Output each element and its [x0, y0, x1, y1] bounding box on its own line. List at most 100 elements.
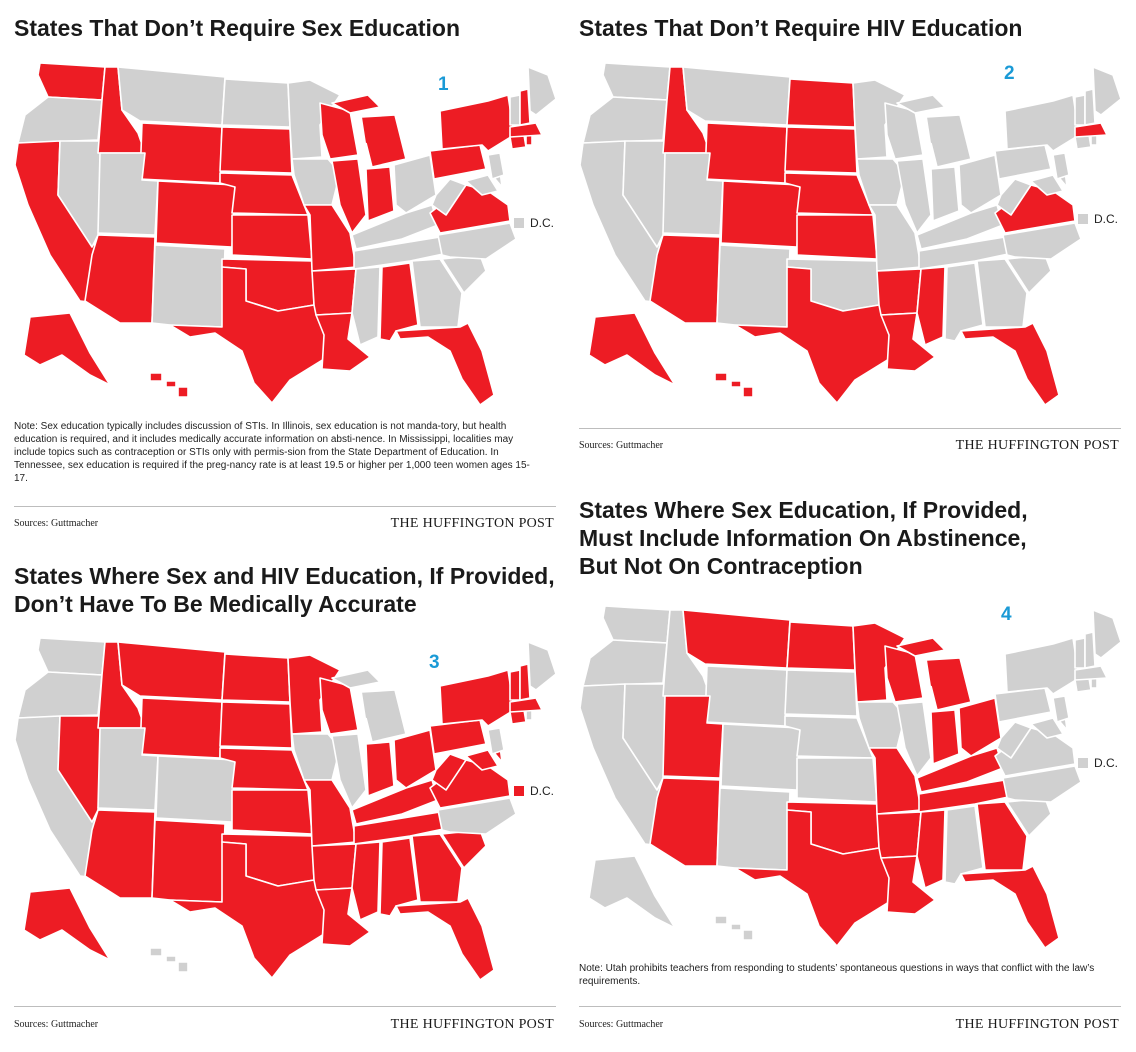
state-md: [1030, 717, 1064, 739]
state-pa: [994, 687, 1052, 723]
panel-2-number: 2: [1004, 63, 1015, 84]
state-pa: [429, 144, 487, 180]
state-wa: [37, 62, 106, 101]
panel-1-rule: [14, 506, 556, 507]
state-tn: [353, 236, 449, 270]
panel-2-map: [579, 62, 1120, 405]
state-nm: [716, 244, 791, 328]
state-nm: [716, 787, 791, 871]
state-tn: [353, 811, 449, 845]
state-wy: [704, 122, 788, 184]
state-ga: [976, 801, 1028, 871]
state-oh: [393, 154, 437, 214]
panel-4-map: [579, 605, 1120, 948]
state-wy: [139, 122, 223, 184]
panel-2-title: States That Don’t Require HIV Education: [579, 15, 1023, 41]
state-hi: [149, 372, 189, 398]
state-nd: [786, 78, 856, 128]
dc-label: D.C.: [1094, 212, 1118, 226]
state-tn: [918, 779, 1014, 813]
state-or: [582, 639, 668, 687]
state-sd: [784, 669, 858, 717]
panel-1-number: 1: [438, 74, 449, 95]
state-ks: [796, 757, 878, 803]
panel-3-title: States Where Sex and HIV Education, If P…: [14, 563, 555, 617]
state-ar: [876, 811, 922, 859]
state-pa: [994, 144, 1052, 180]
panel-4-number: 4: [1001, 604, 1012, 625]
state-mi: [331, 94, 407, 168]
state-wv: [996, 721, 1032, 759]
panel-3-brand: THE HUFFINGTON POST: [390, 1017, 554, 1032]
state-tx: [169, 266, 326, 404]
state-ak: [23, 887, 111, 961]
state-nh: [519, 88, 531, 126]
state-sd: [784, 126, 858, 174]
panel-1-note: Note: Sex education typically includes d…: [14, 421, 530, 484]
state-ms: [351, 841, 381, 921]
state-ny: [439, 669, 515, 727]
state-mn: [287, 79, 341, 160]
state-pa: [429, 719, 487, 755]
state-hi: [714, 915, 754, 941]
state-wv: [996, 178, 1032, 216]
state-oh: [958, 697, 1002, 757]
state-wa: [602, 605, 671, 644]
state-tn: [918, 236, 1014, 270]
state-in: [365, 166, 395, 222]
state-wy: [139, 697, 223, 759]
dc-label: D.C.: [1094, 756, 1118, 770]
state-az: [649, 234, 721, 324]
state-nj: [487, 727, 505, 755]
state-in: [365, 741, 395, 797]
state-tx: [169, 841, 326, 979]
state-ak: [588, 855, 676, 929]
state-nm: [151, 819, 226, 903]
state-ms: [916, 266, 946, 346]
state-nj: [1052, 152, 1070, 180]
panel-2-brand: THE HUFFINGTON POST: [955, 438, 1119, 453]
state-fl: [960, 865, 1060, 948]
state-vt: [1074, 94, 1086, 126]
state-vt: [509, 94, 521, 126]
state-la: [315, 887, 371, 947]
state-nh: [1084, 88, 1096, 126]
state-la: [880, 312, 936, 372]
panel-4-note: Note: Utah prohibits teachers from respo…: [579, 963, 1095, 987]
state-nh: [519, 663, 531, 701]
state-nd: [221, 78, 291, 128]
state-me: [1092, 66, 1120, 116]
state-il: [331, 158, 367, 234]
state-nc: [1002, 222, 1082, 260]
panel-1-title: States That Don’t Require Sex Education: [14, 15, 461, 41]
state-la: [315, 312, 371, 372]
state-wa: [37, 637, 106, 676]
state-sd: [219, 701, 293, 749]
panel-4-dc-legend: D.C.: [1078, 756, 1118, 770]
state-or: [17, 671, 103, 719]
state-co: [155, 755, 236, 823]
state-ar: [311, 268, 357, 316]
panel-3-rule: [14, 1006, 556, 1007]
state-il: [331, 733, 367, 809]
state-ne: [784, 715, 874, 759]
panel-4-sources: Sources: Guttmacher: [579, 1019, 664, 1030]
panel-1-map: [14, 62, 555, 405]
state-sd: [219, 126, 293, 174]
state-nc: [1002, 765, 1082, 803]
panel-4-title: States Where Sex Education, If Provided,…: [579, 497, 1028, 579]
dc-label: D.C.: [530, 784, 554, 798]
dc-swatch: [1078, 758, 1088, 768]
state-ks: [796, 214, 878, 260]
state-il: [896, 158, 932, 234]
panel-3-map: [14, 637, 555, 980]
state-nj: [487, 152, 505, 180]
state-tx: [734, 266, 891, 404]
state-mn: [852, 622, 906, 703]
state-nc: [437, 222, 517, 260]
dc-swatch: [514, 786, 524, 796]
panel-2-rule: [579, 428, 1121, 429]
state-ga: [976, 258, 1028, 328]
state-hi: [714, 372, 754, 398]
state-ks: [231, 214, 313, 260]
